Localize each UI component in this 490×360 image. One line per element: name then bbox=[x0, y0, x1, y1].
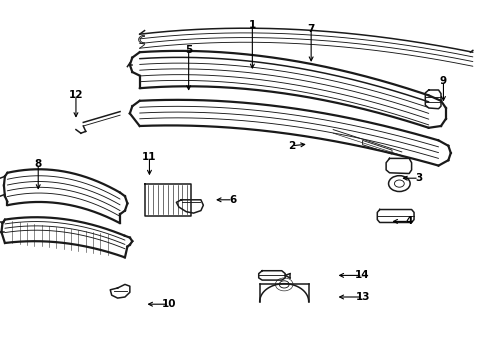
Text: 6: 6 bbox=[229, 195, 236, 205]
Text: 4: 4 bbox=[405, 216, 413, 226]
Text: 8: 8 bbox=[35, 159, 42, 169]
Text: 5: 5 bbox=[185, 45, 192, 55]
Text: 11: 11 bbox=[142, 152, 157, 162]
Text: 2: 2 bbox=[288, 141, 295, 151]
Text: 13: 13 bbox=[355, 292, 370, 302]
Text: 1: 1 bbox=[249, 20, 256, 30]
Text: 12: 12 bbox=[69, 90, 83, 100]
Text: 10: 10 bbox=[162, 299, 176, 309]
Text: 3: 3 bbox=[416, 173, 422, 183]
Text: 14: 14 bbox=[355, 270, 370, 280]
Text: 9: 9 bbox=[440, 76, 447, 86]
Text: 7: 7 bbox=[307, 24, 315, 34]
